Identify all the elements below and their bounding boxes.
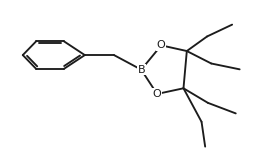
- Text: O: O: [153, 89, 162, 99]
- Text: B: B: [137, 65, 145, 75]
- Text: O: O: [157, 40, 166, 50]
